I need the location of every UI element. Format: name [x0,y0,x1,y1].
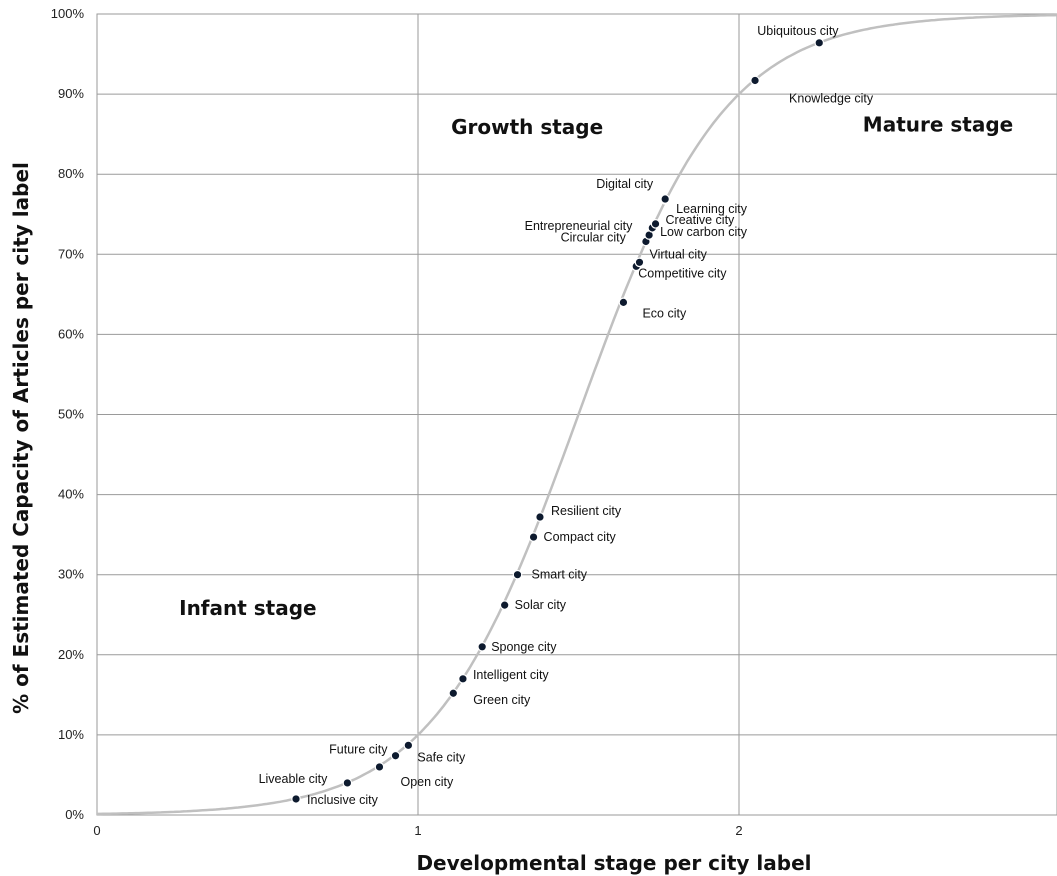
data-point [374,762,385,772]
y-tick-label: 10% [58,727,84,742]
point-label: Future city [329,743,388,757]
point-label: Liveable city [259,772,329,786]
point-label: Entrepreneurial city [525,219,633,233]
point-label: Smart city [532,568,588,582]
data-point [477,641,487,652]
point-label: Learning city [676,202,748,216]
x-tick-label: 1 [414,823,421,838]
y-tick-label: 100% [51,6,85,21]
point-label: Inclusive city [307,793,379,807]
data-point [535,512,545,522]
y-axis-title: % of Estimated Capacity of Articles per … [9,162,33,714]
data-point [291,794,301,804]
y-tick-label: 30% [58,567,84,582]
stage-labels: Infant stage Growth stage Mature stage [179,113,1013,620]
point-label: Eco city [642,306,687,320]
point-label: Competitive city [638,266,727,280]
point-label: Compact city [544,530,617,544]
data-point [403,740,414,751]
point-label: Virtual city [649,247,707,261]
y-tick-label: 60% [58,326,84,341]
x-axis-title: Developmental stage per city label [416,851,811,875]
y-tick-label: 70% [58,246,84,261]
point-label: Sponge city [491,640,557,654]
y-tick-label: 90% [58,86,84,101]
point-label: Green city [473,693,531,707]
data-point [750,75,760,86]
point-label: Circular city [561,230,627,244]
point-label: Creative city [666,213,736,227]
data-point [528,532,539,542]
s-curve [97,13,1057,816]
point-label: Knowledge city [789,91,874,105]
data-point [634,257,645,268]
y-tick-label: 80% [58,166,84,181]
y-tick-label: 40% [58,487,84,502]
data-point [650,219,661,229]
stage-label: Infant stage [179,596,316,620]
grid-lines [97,14,1057,815]
stage-label: Mature stage [863,113,1013,137]
point-labels: Inclusive city Liveable city Open city Futu… [259,24,874,807]
data-point [458,674,468,684]
point-label: Ubiquitous city [757,24,839,38]
point-label: Safe city [417,750,466,764]
point-label: Digital city [596,177,654,191]
data-point [342,778,353,788]
stage-label: Growth stage [451,115,603,139]
point-label: Intelligent city [473,668,549,682]
data-point [814,38,825,48]
x-tick-label: 2 [735,823,742,838]
y-tick-label: 50% [58,407,84,422]
data-point [512,569,523,580]
point-label: Open city [400,775,454,789]
y-tick-label: 20% [58,647,84,662]
data-points [291,38,825,804]
x-tick-label: 0 [93,823,100,838]
data-point [448,688,459,699]
y-tick-label: 0% [65,807,84,822]
data-point [660,194,670,204]
point-label: Low carbon city [660,225,748,239]
point-label: Resilient city [551,504,622,518]
point-label: Solar city [515,598,567,612]
data-point [390,750,401,761]
axis-ticks: 0% 10% 20% 30% 40% 50% 60% 70% 80% 90% 100% 0 1 2 [51,6,743,838]
data-point [499,600,510,610]
data-point [618,297,629,308]
